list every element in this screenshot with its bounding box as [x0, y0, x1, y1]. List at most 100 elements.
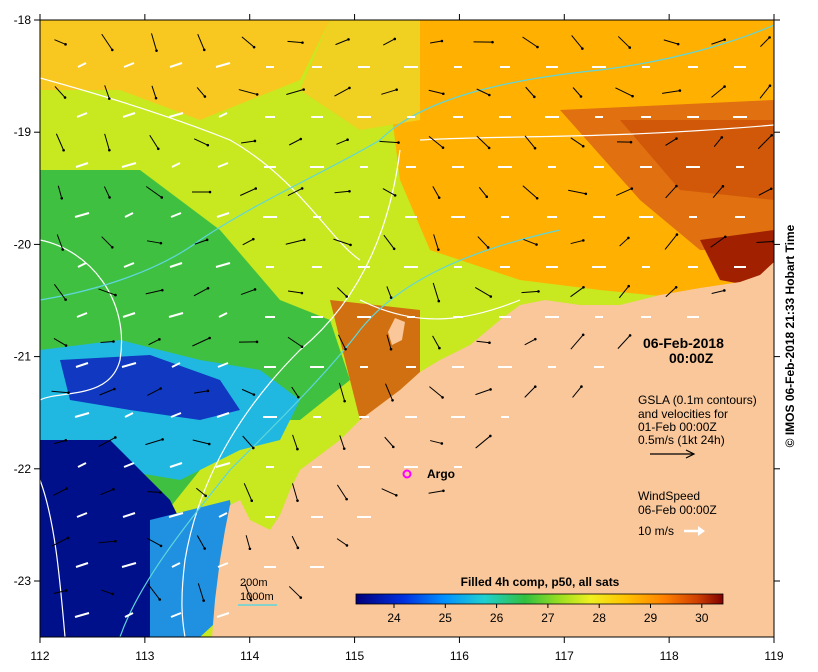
current-vector	[287, 336, 303, 348]
current-vector-head	[441, 92, 445, 96]
x-tick-label: 113	[135, 649, 154, 663]
current-vector-head	[253, 288, 257, 291]
current-vector	[292, 483, 298, 501]
current-vector-head	[440, 442, 444, 445]
current-vector-head	[252, 393, 256, 396]
wind-vector	[218, 312, 228, 318]
wind-vector	[170, 612, 182, 618]
current-vector	[568, 189, 586, 195]
current-vector	[525, 86, 535, 98]
wind-vector	[168, 312, 184, 318]
current-vector-head	[203, 547, 206, 550]
current-vector	[54, 439, 66, 445]
current-vector-head	[584, 192, 588, 196]
current-vector	[665, 185, 677, 199]
current-vector	[711, 39, 725, 45]
current-vector-head	[346, 138, 349, 141]
current-vector	[100, 488, 114, 496]
current-vector	[53, 284, 67, 300]
current-vector-head	[208, 336, 211, 340]
gsla-contour	[359, 299, 521, 320]
current-vector	[100, 341, 114, 343]
y-tick-label: -21	[14, 350, 32, 364]
current-vector	[240, 288, 256, 296]
current-vector	[619, 237, 629, 247]
current-vector-head	[299, 137, 303, 141]
current-vector-head	[108, 196, 111, 199]
current-vector-head	[629, 140, 633, 144]
gsla-contour	[40, 479, 66, 637]
current-vector-head	[61, 248, 65, 251]
current-vector	[99, 388, 115, 396]
current-vector-head	[343, 399, 346, 403]
gsla-legend-line: 0.5m/s (1kt 24h)	[638, 433, 725, 447]
current-vector	[382, 188, 396, 196]
current-vector	[713, 137, 723, 147]
gsla-legend-line: and velocities for	[638, 407, 728, 421]
current-vector	[241, 36, 255, 48]
current-vector-head	[488, 93, 491, 97]
current-vector	[147, 388, 161, 396]
current-vector-head	[491, 40, 494, 44]
x-tick-label: 116	[450, 649, 469, 663]
current-vector	[618, 285, 630, 299]
current-vector-head	[389, 296, 393, 299]
current-vector	[428, 89, 444, 95]
gsla-contour	[181, 149, 401, 637]
current-vector-head	[724, 235, 727, 239]
current-vector-head	[628, 46, 632, 49]
current-vector	[662, 90, 680, 94]
current-vector-head	[202, 48, 206, 52]
current-vector	[98, 437, 116, 447]
current-vector-head	[108, 148, 111, 152]
current-vector-head	[160, 288, 164, 292]
current-vector	[148, 338, 160, 346]
current-vector	[55, 133, 65, 151]
current-vector	[664, 234, 678, 250]
current-vector	[238, 89, 258, 95]
current-vector	[243, 483, 253, 501]
current-vector	[570, 239, 584, 245]
current-vector	[287, 40, 303, 44]
current-vector-head	[441, 146, 445, 149]
current-vector	[103, 186, 111, 198]
y-tick-label: -23	[14, 574, 32, 588]
y-axis: -18 -19 -20 -21 -22 -23	[14, 13, 780, 588]
current-vector	[758, 188, 772, 196]
wind-legend-line: WindSpeed	[638, 489, 700, 503]
current-vector-head	[580, 385, 583, 388]
wind-vector	[123, 62, 135, 68]
current-vector-head	[300, 291, 304, 295]
current-vector	[288, 290, 302, 294]
current-vector-head	[249, 598, 253, 602]
current-vector-head	[581, 47, 584, 50]
current-vector-head	[114, 293, 117, 297]
current-vector-head	[156, 147, 160, 151]
current-vector	[570, 137, 584, 147]
current-vector	[336, 139, 348, 145]
current-vector	[54, 86, 66, 98]
current-vector-head	[159, 241, 163, 245]
current-vector	[476, 135, 490, 149]
current-vector-head	[675, 233, 679, 236]
current-vector-head	[674, 285, 678, 289]
colorbar-tick-label: 30	[695, 611, 709, 625]
current-vector	[147, 491, 161, 493]
current-vector-head	[627, 284, 630, 288]
current-vector	[101, 589, 113, 595]
current-vector	[104, 85, 110, 99]
current-vector	[291, 535, 299, 549]
current-vector	[759, 85, 771, 99]
current-vector-head	[582, 285, 585, 289]
current-vector	[240, 188, 256, 196]
current-vector-head	[345, 497, 348, 501]
velocity-scale-arrow	[650, 449, 696, 459]
current-vector-head	[768, 36, 771, 39]
current-vector	[146, 537, 162, 547]
current-vector	[101, 33, 113, 51]
current-vector	[287, 187, 303, 197]
current-vector-head	[154, 96, 158, 100]
current-vector-head	[437, 299, 441, 303]
current-vector-head	[535, 196, 539, 200]
argo-marker[interactable]	[402, 469, 412, 479]
